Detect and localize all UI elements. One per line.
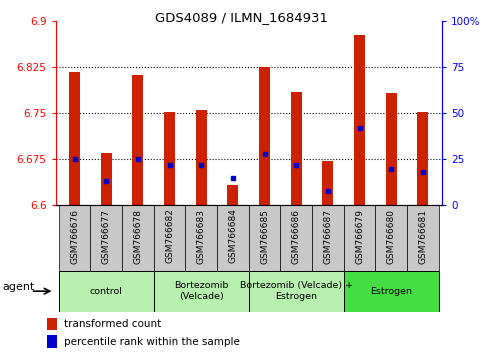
Text: GSM766685: GSM766685 <box>260 209 269 264</box>
Text: control: control <box>90 287 123 296</box>
Bar <box>154 271 249 312</box>
Bar <box>322 161 333 205</box>
Bar <box>90 205 122 271</box>
Bar <box>249 271 344 312</box>
Text: GSM766676: GSM766676 <box>70 209 79 264</box>
Bar <box>59 205 90 271</box>
Text: GSM766684: GSM766684 <box>228 209 238 263</box>
Text: transformed count: transformed count <box>64 319 161 329</box>
Bar <box>344 205 375 271</box>
Bar <box>164 112 175 205</box>
Bar <box>417 112 428 205</box>
Text: GSM766680: GSM766680 <box>387 209 396 264</box>
Bar <box>354 35 365 205</box>
Bar <box>312 205 344 271</box>
Bar <box>227 185 239 205</box>
Bar <box>375 205 407 271</box>
Bar <box>249 205 281 271</box>
Bar <box>122 205 154 271</box>
Text: GSM766677: GSM766677 <box>102 209 111 264</box>
Bar <box>59 271 154 312</box>
Bar <box>386 93 397 205</box>
Text: GSM766686: GSM766686 <box>292 209 301 264</box>
Text: GSM766681: GSM766681 <box>418 209 427 264</box>
Bar <box>407 205 439 271</box>
Bar <box>185 205 217 271</box>
Bar <box>217 205 249 271</box>
Text: GSM766682: GSM766682 <box>165 209 174 263</box>
Text: GSM766687: GSM766687 <box>324 209 332 264</box>
Bar <box>259 67 270 205</box>
Bar <box>100 153 112 205</box>
Text: agent: agent <box>3 282 35 292</box>
Bar <box>47 318 57 330</box>
Text: GDS4089 / ILMN_1684931: GDS4089 / ILMN_1684931 <box>155 11 328 24</box>
Text: GSM766679: GSM766679 <box>355 209 364 264</box>
Text: GSM766678: GSM766678 <box>133 209 142 264</box>
Bar <box>132 75 143 205</box>
Text: Estrogen: Estrogen <box>370 287 412 296</box>
Bar <box>344 271 439 312</box>
Bar <box>47 335 57 348</box>
Text: GSM766683: GSM766683 <box>197 209 206 264</box>
Bar <box>154 205 185 271</box>
Bar <box>291 92 302 205</box>
Text: Bortezomib (Velcade) +
Estrogen: Bortezomib (Velcade) + Estrogen <box>240 281 353 301</box>
Bar <box>196 110 207 205</box>
Text: percentile rank within the sample: percentile rank within the sample <box>64 337 240 347</box>
Text: Bortezomib
(Velcade): Bortezomib (Velcade) <box>174 281 228 301</box>
Bar <box>281 205 312 271</box>
Bar <box>69 72 80 205</box>
